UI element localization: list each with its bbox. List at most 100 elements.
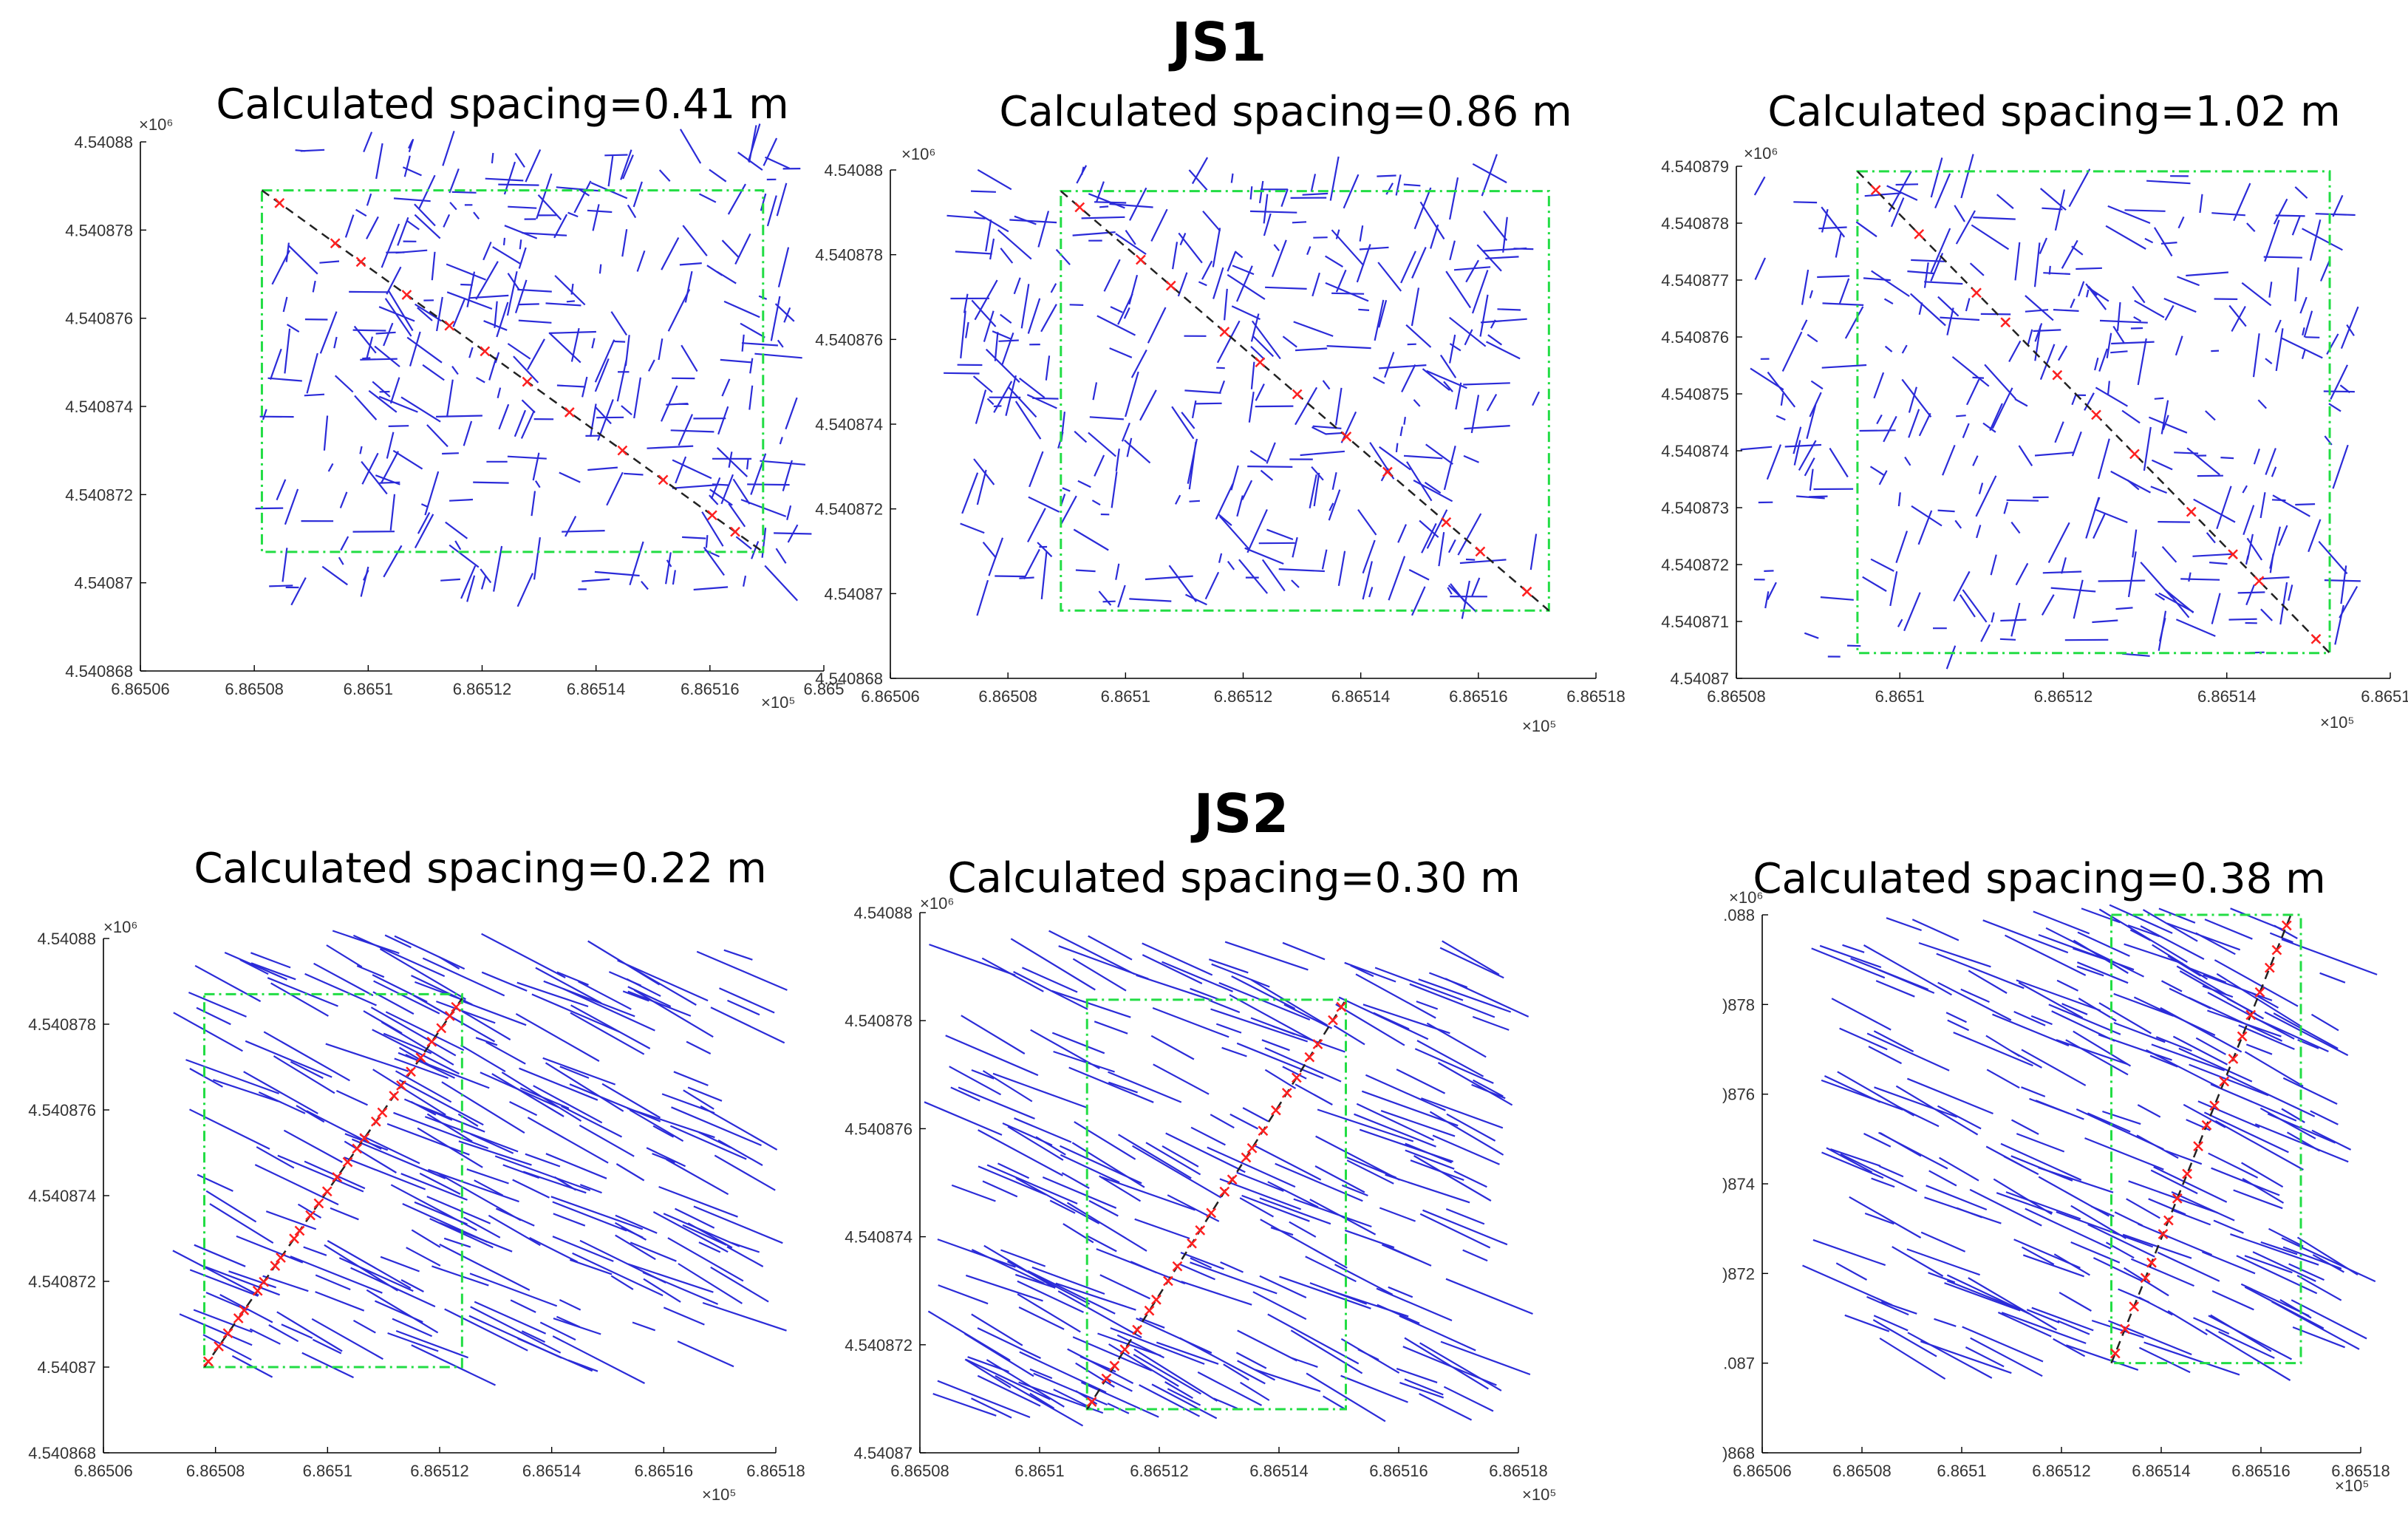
fracture-trace [2039,188,2067,211]
fracture-trace [2127,924,2160,938]
fracture-trace [1502,217,1508,253]
fracture-trace [2158,592,2194,613]
fracture-trace [366,216,379,239]
fracture-trace [366,1289,439,1334]
fracture-trace [1972,455,1979,466]
fracture-trace [2193,1317,2230,1335]
y-tick-label: 4.540876 [1661,328,1729,347]
intersection-marker [389,1091,400,1101]
fracture-trace [1908,386,1917,413]
fracture-trace [997,229,1032,260]
fracture-trace [994,332,999,361]
fracture-trace [1924,281,1963,285]
y-tick-label: )876 [1722,1086,1755,1104]
fracture-trace [2281,337,2323,359]
fracture-trace [556,971,589,986]
fracture-trace [1136,1318,1212,1354]
fracture-trace [1314,1165,1365,1193]
fracture-trace [1255,405,1294,408]
fracture-trace [723,949,753,961]
fracture-trace [621,1227,644,1238]
fracture-trace [2175,335,2183,356]
intersection-marker [451,1001,462,1012]
fracture-trace [2162,415,2169,430]
fracture-trace [1026,394,1057,409]
fracture-trace [2113,1021,2166,1043]
fracture-trace [2107,381,2110,395]
fracture-trace [1162,961,1233,992]
fracture-trace [2244,1255,2293,1274]
fracture-trace [2257,399,2267,409]
fracture-trace [1048,930,1136,975]
fracture-trace [263,1031,350,1082]
fracture-trace [1300,450,1345,457]
fracture-trace [426,1196,491,1224]
fracture-trace [2206,532,2216,544]
fracture-trace [621,405,632,416]
fracture-trace [1132,1145,1222,1199]
fracture-trace [1871,1177,1895,1188]
fracture-trace [1374,967,1464,1001]
fracture-trace [1346,1159,1394,1185]
fracture-trace [366,193,372,206]
fracture-trace [1242,1107,1269,1122]
fracture-trace [1429,972,1468,989]
fracture-trace [2155,1036,2192,1052]
fracture-trace [1866,1032,1950,1071]
fracture-trace [1279,1275,1371,1309]
fracture-trace [2193,498,2236,523]
fracture-trace [1010,938,1096,991]
intersection-marker [370,1116,381,1127]
fracture-trace [1037,542,1053,558]
fracture-trace [1356,1103,1434,1141]
fracture-trace [332,930,400,955]
fracture-trace [463,1216,501,1238]
fracture-trace [550,1196,644,1230]
fracture-trace [256,1146,295,1169]
fracture-trace [1895,1085,1979,1136]
y-tick-label: 4.540876 [815,330,883,349]
fracture-trace [514,279,528,313]
fracture-trace [552,1201,627,1232]
fracture-trace [1085,1234,1117,1253]
fracture-trace [351,1138,446,1179]
fracture-trace [1168,565,1197,602]
fracture-trace [2086,289,2090,298]
fracture-trace [1241,480,1253,500]
y-tick-label: 4.54087 [853,1444,913,1462]
fracture-trace [1133,1354,1201,1395]
y-tick-label: 4.540876 [65,310,133,328]
fracture-trace [1096,315,1136,336]
fracture-trace [2057,345,2068,361]
fracture-trace [380,1255,420,1272]
fracture-trace [647,445,694,449]
fracture-trace [1322,380,1331,390]
fracture-trace [2098,908,2188,963]
fracture-trace [254,1164,339,1206]
fracture-trace [2124,209,2166,212]
fracture-trace [1416,1040,1484,1077]
fracture-trace [1895,531,1909,563]
fracture-trace [553,214,568,239]
fracture-trace [1095,181,1105,203]
fracture-trace [519,1067,598,1101]
fracture-trace [522,232,567,236]
x-tick-label: 6.86514 [567,680,626,698]
fracture-trace [1960,988,1990,1004]
fracture-trace [1447,585,1477,613]
fracture-trace [591,338,596,349]
fracture-trace [553,1213,586,1227]
fracture-trace [475,1037,498,1046]
fracture-trace [1128,274,1139,305]
fracture-trace [188,991,247,1018]
fracture-trace [2056,1039,2129,1066]
fracture-trace [1463,454,1479,463]
fracture-trace [304,972,377,1006]
x-tick-label: 6.865 [803,680,844,698]
fracture-trace [678,1263,743,1304]
fracture-trace [2230,907,2284,931]
fracture-trace [1379,446,1411,471]
fracture-trace [1876,414,1883,425]
fracture-trace [1419,1393,1473,1421]
fracture-trace [552,1236,614,1262]
